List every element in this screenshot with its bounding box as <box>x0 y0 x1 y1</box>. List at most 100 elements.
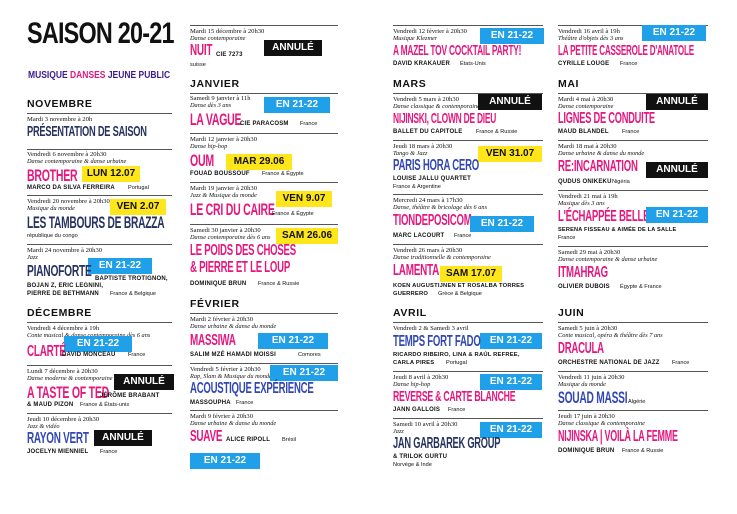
badge-cancelled: ANNULÉ <box>114 374 174 390</box>
event-date: Samedi 30 janvier à 20h30 <box>190 227 261 234</box>
event-date: Mardi 4 mai à 20h30 <box>558 96 614 103</box>
event-company: FOUAD BOUSSOUF <box>190 171 250 177</box>
event-date: Jeudi 17 juin à 20h30 <box>558 413 615 420</box>
event-category: Danse classique & contemporaine <box>393 103 480 110</box>
badge-rescheduled: MAR 29.06 <box>226 154 292 170</box>
event-category: Musique Klezmer <box>393 35 438 42</box>
event-origin: Comores <box>298 352 321 358</box>
event-origin: France & Russie <box>476 129 518 135</box>
event-origin: France <box>128 352 146 358</box>
event-company: MARC LACOURT <box>393 233 445 239</box>
event-company: GUERRERO <box>393 291 429 297</box>
event-title: RAYON VERT <box>27 430 89 447</box>
event-title: TEMPS FORT FADO <box>393 333 481 350</box>
event-date: Vendredi 5 mars à 20h30 <box>393 96 459 103</box>
month-novembre: NOVEMBRE <box>27 98 93 110</box>
event-company: CARLA PIRES <box>393 360 435 366</box>
badge-rescheduled: SAM 17.07 <box>440 266 502 282</box>
event-category: Danse classique & contemporaine <box>558 420 645 427</box>
event-category: Danse moderne & contemporaine <box>27 375 113 382</box>
event-company: DAVID KRAKAUER <box>393 61 451 67</box>
event-title: ACOUSTIQUE EXPÉRIENCE <box>190 380 314 397</box>
event-origin: Portugal <box>446 360 467 366</box>
badge-next-season: EN 21-22 <box>88 258 152 274</box>
event-company: DOMINIQUE BRUN <box>190 281 247 287</box>
event-title: PRÉSENTATION DE SAISON <box>27 123 147 140</box>
event-origin: Égypte & France <box>620 284 662 290</box>
event-origin: suisse <box>190 62 206 68</box>
badge-rescheduled: VEN 2.07 <box>110 199 166 215</box>
month-decembre: DÉCEMBRE <box>27 307 92 319</box>
event-title: DRACULA <box>558 340 604 357</box>
event-date: Mercredi 24 mars à 17h30 <box>393 197 463 204</box>
event-company: SALIM MZÉ HAMADI MOISSI <box>190 352 276 358</box>
event-date: Mardi 15 décembre à 20h30 <box>190 28 265 35</box>
event-title: NIJINSKA | VOILÀ LA FEMME <box>558 428 678 445</box>
event-category: Danse urbaine & danse du monde <box>558 150 645 157</box>
event-date: Lundi 7 décembre à 20h30 <box>27 368 98 375</box>
event-category: Danse urbaine & danse du monde <box>190 323 277 330</box>
event-origin: France <box>454 233 472 239</box>
event-date: Vendredi 20 novembre à 20h30 <box>27 198 110 205</box>
event-title: A MAZEL TOV COCKTAIL PARTY! <box>393 42 522 59</box>
event-category: Conte musical, opéra & théâtre dès 7 ans <box>558 332 663 339</box>
event-category: Conte musical & danse contemporaine dès … <box>27 332 151 339</box>
badge-cancelled: ANNULÉ <box>646 162 708 178</box>
event-title: LE CRI DU CAIRE <box>190 200 275 219</box>
event-title: LAMENTA <box>393 262 440 279</box>
badge-next-season: EN 21-22 <box>480 333 542 349</box>
event-company: CYRILLE LOUGE <box>558 61 610 67</box>
event-origin: États-Unis <box>460 61 486 67</box>
event-origin: France & Égypte <box>272 211 314 217</box>
event-category: Danse urbaine & danse du monde <box>190 420 277 427</box>
event-company: BOJAN Z, ERIC LEGNINI, <box>27 283 104 289</box>
event-title: RE:INCARNATION <box>558 158 638 175</box>
event-company: MASSOUPHA <box>190 400 231 406</box>
event-category: Danse traditionnelle & contemporaine <box>393 254 491 261</box>
event-title: SUAVE <box>190 428 223 445</box>
event-title: MASSIWA <box>190 332 236 349</box>
event-date: Jeudi 18 mars à 20h30 <box>393 143 453 150</box>
event-company: CIE PARACOSM <box>240 121 289 127</box>
event-company: SERENA FISSEAU & AIMÉE DE LA SALLE <box>558 227 677 233</box>
badge-rescheduled: LUN 12.07 <box>82 166 140 182</box>
month-janvier: JANVIER <box>190 78 240 90</box>
event-date: Mardi 2 février à 20h30 <box>190 316 253 323</box>
event-date: Samedi 5 juin à 20h30 <box>558 325 618 332</box>
event-title: REVERSE & CARTE BLANCHE <box>393 388 516 405</box>
event-origin: France & Russie <box>258 281 300 287</box>
event-company: ALICE RIPOLL <box>226 437 271 443</box>
event-origin: France <box>236 400 254 406</box>
badge-next-season: EN 21-22 <box>480 28 544 44</box>
event-category: Rap, Slam & Musique du monde <box>190 373 272 380</box>
badge-cancelled: ANNULÉ <box>94 430 152 446</box>
event-title: & PIERRE ET LE LOUP <box>190 259 290 276</box>
event-origin: France & Égypte <box>262 171 304 177</box>
event-company: MARCO DA SILVA FERREIRA <box>27 185 115 191</box>
event-category: Musique du monde <box>27 205 75 212</box>
event-category: Danse contemporaine <box>190 35 246 42</box>
event-category: Danse contemporaine <box>558 103 614 110</box>
event-title: JAN GARBAREK GROUP <box>393 435 501 452</box>
event-date: Vendredi 21 mai à 19h <box>558 193 618 200</box>
event-origin: France <box>300 121 318 127</box>
event-origin: France <box>672 360 690 366</box>
event-origin: France <box>100 449 118 455</box>
month-mars: MARS <box>393 78 427 90</box>
event-origin: France <box>558 235 576 241</box>
event-company: DAVID MONCEAU <box>62 352 116 358</box>
event-category: Musique dès 3 ans <box>558 200 605 207</box>
badge-next-season: EN 21-22 <box>258 333 328 349</box>
event-category: Musique du monde <box>558 381 606 388</box>
event-date: Mardi 18 mai à 20h30 <box>558 143 617 150</box>
event-company: & TRILOK GURTU <box>393 454 448 460</box>
event-category: Danse hip-hop <box>393 381 431 388</box>
month-fevrier: FÉVRIER <box>190 298 240 310</box>
event-company: BAPTISTE TROTIGNON, <box>95 276 168 282</box>
event-category: Danse contemporaine & danse urbaine <box>27 158 127 165</box>
badge-cancelled: ANNULÉ <box>478 94 542 110</box>
event-title: SOUAD MASSI <box>558 388 628 407</box>
event-company: ORCHESTRE NATIONAL DE JAZZ <box>558 360 660 366</box>
event-company: LOUISE JALLU QUARTET <box>393 176 472 182</box>
event-category: Tango & Jazz <box>393 150 428 157</box>
